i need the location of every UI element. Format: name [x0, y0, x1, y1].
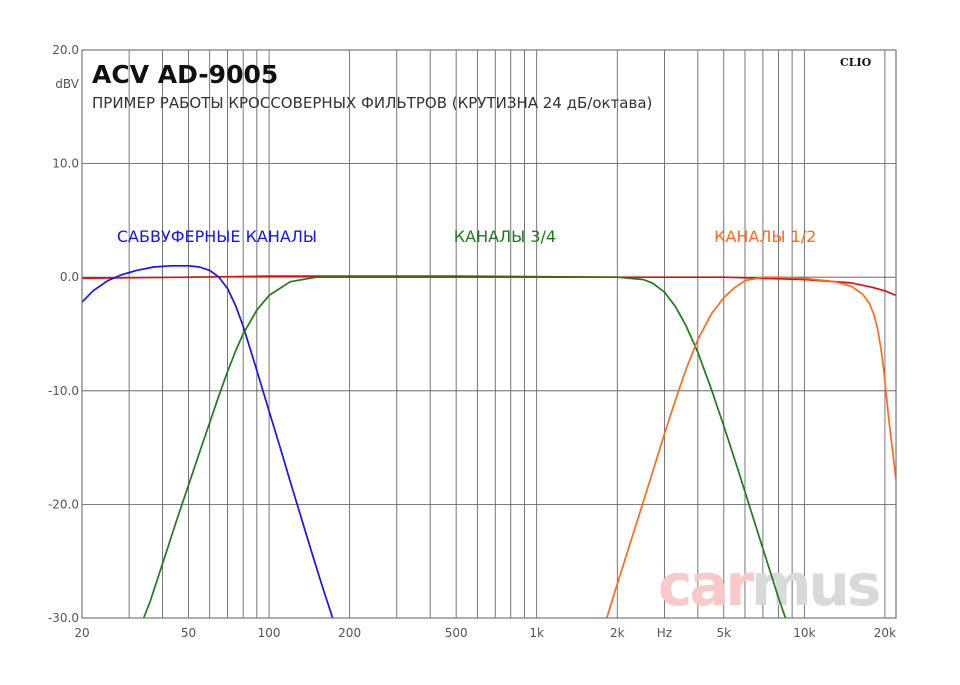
x-tick-label: 100 [258, 626, 281, 640]
y-tick-label: dBV [55, 77, 79, 91]
watermark-part2: mus [751, 551, 879, 619]
x-tick-label: 5k [716, 626, 731, 640]
y-tick-label: -10.0 [48, 384, 79, 398]
series-annotation: САБВУФЕРНЫЕ КАНАЛЫ [117, 227, 317, 246]
y-tick-label: 10.0 [52, 157, 79, 171]
series-line-4 [605, 276, 896, 618]
watermark-part1: car [658, 551, 755, 619]
annotations: САБВУФЕРНЫЕ КАНАЛЫ КАНАЛЫ 3/4 КАНАЛЫ 1/2 [117, 227, 816, 246]
chart-title: ACV AD-9005 [92, 60, 278, 89]
x-tick-label: Hz [657, 626, 672, 640]
series-annotation: КАНАЛЫ 1/2 [714, 227, 816, 246]
series-line-2 [82, 264, 334, 618]
y-tick-label: 20.0 [52, 43, 79, 57]
x-tick-label: 50 [181, 626, 196, 640]
x-tick-label: 2k [610, 626, 625, 640]
series-line-3 [142, 276, 787, 618]
brand-logo: CLIO [840, 56, 872, 69]
series-annotation: КАНАЛЫ 3/4 [454, 227, 556, 246]
x-tick-label: 200 [338, 626, 361, 640]
plot-frame [81, 49, 897, 619]
x-tick-label: 20k [874, 626, 896, 640]
grid [82, 50, 896, 618]
chart-subtitle: ПРИМЕР РАБОТЫ КРОССОВЕРНЫХ ФИЛЬТРОВ (КРУ… [92, 94, 652, 112]
axis-ticks: 20 50 100 200 500 1k 2k Hz 5k 10k 20k 20.0 dBV 10.0 0.… [48, 43, 896, 640]
series-group [82, 264, 896, 618]
x-tick-label: 20 [74, 626, 89, 640]
x-tick-label: 10k [793, 626, 815, 640]
x-tick-label: 1k [529, 626, 544, 640]
y-tick-label: -20.0 [48, 497, 79, 511]
y-tick-label: -30.0 [48, 611, 79, 625]
y-tick-label: 0.0 [60, 270, 79, 284]
watermark: carmus [658, 551, 879, 619]
series-line-1 [82, 275, 896, 297]
x-tick-label: 500 [445, 626, 468, 640]
